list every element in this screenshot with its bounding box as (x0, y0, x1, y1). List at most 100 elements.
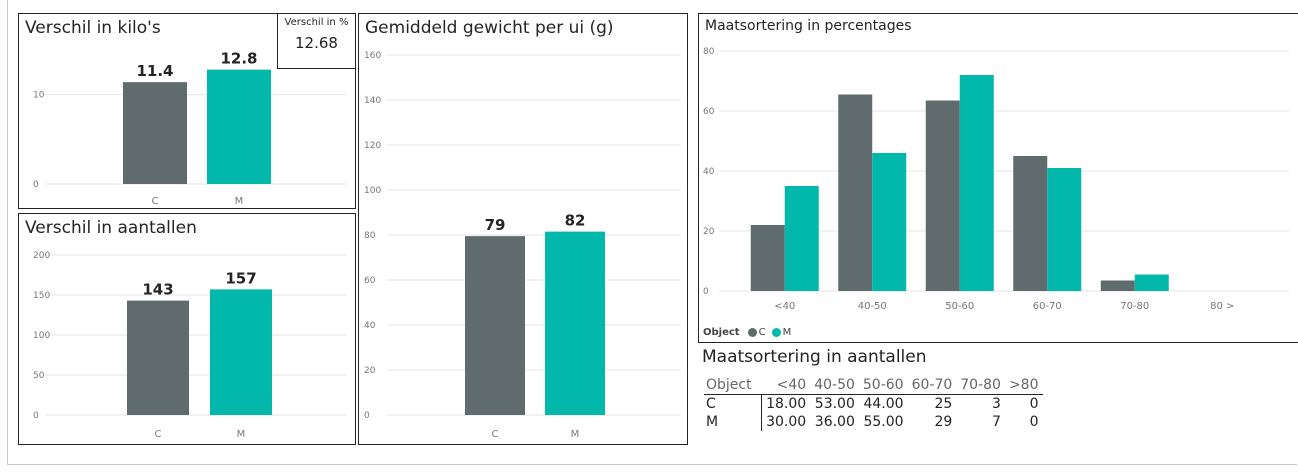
y-tick-label: 40 (364, 321, 376, 331)
table-cell: M (704, 413, 763, 431)
table-header-row: Object <40 40-50 50-60 60-70 70-80 >80 (704, 375, 1043, 395)
data-label: 12.8 (220, 50, 257, 68)
bar-m (1134, 274, 1169, 291)
y-tick-label: 20 (364, 366, 376, 376)
y-tick-label: 100 (33, 331, 50, 341)
table-cell: 44.00 (863, 396, 904, 412)
bar-chart-percentages: 0 20 40 60 80 <40 40-50 50-60 60-70 70-80 80 > (703, 47, 1289, 312)
bar-m (207, 69, 271, 184)
chart-verschil-aantallen[interactable]: Verschil in aantallen 0 50 100 150 200 143 C 15… (18, 213, 356, 445)
page-border (7, 0, 1297, 465)
chart-gemiddeld-gewicht[interactable]: Gemiddeld gewicht per ui (g) 0 20 40 60 80 10… (358, 13, 688, 445)
x-tick-label: M (235, 196, 244, 207)
kpi-label: Verschil in % (284, 17, 349, 28)
kpi-card-verschil-percent[interactable]: Verschil in % 12.68 (277, 13, 356, 69)
data-label: 79 (485, 216, 506, 234)
bar-c (1100, 280, 1135, 291)
legend-dot-m (771, 328, 781, 337)
legend-title: Object (703, 327, 740, 338)
x-tick-label: C (492, 429, 499, 440)
y-tick-label: 80 (364, 231, 376, 241)
x-tick-label: M (237, 429, 246, 440)
table-header[interactable]: 50-60 (858, 375, 908, 395)
table-row[interactable]: C 18.00 53.00 44.00 25 3 0 (704, 394, 1043, 413)
bar-c (123, 82, 187, 184)
bar-c (925, 100, 960, 291)
x-tick-label: C (152, 196, 159, 207)
table-header[interactable]: 60-70 (907, 375, 957, 395)
bar-m (1047, 168, 1082, 291)
bar-chart-aantallen: 0 50 100 150 200 143 C 157 M (33, 251, 347, 440)
chart-maatsortering-percentages[interactable]: Maatsortering in percentages 0 20 40 60 80 <4… (698, 13, 1298, 343)
kpi-value: 12.68 (295, 34, 338, 52)
y-tick-label: 0 (364, 411, 370, 421)
bar-c (1013, 156, 1048, 291)
bar-m (210, 289, 272, 415)
legend-label-c: C (758, 327, 766, 338)
maatsortering-table: Object <40 40-50 50-60 60-70 70-80 >80 C… (704, 375, 1043, 431)
table-cell: 30.00 (766, 414, 807, 430)
y-tick-label: 150 (33, 291, 50, 301)
table-cell: C (704, 394, 763, 413)
bar-c (127, 300, 189, 415)
x-tick-label: <40 (774, 301, 795, 312)
table-row[interactable]: M 30.00 36.00 55.00 29 7 0 (704, 413, 1043, 431)
data-label: 82 (565, 212, 586, 230)
y-tick-label: 100 (364, 186, 381, 196)
y-tick-label: 0 (33, 411, 39, 421)
x-tick-label: 40-50 (858, 301, 887, 312)
y-tick-label: 200 (33, 251, 50, 261)
table-cell: 36.00 (814, 414, 855, 430)
bar-m (872, 153, 907, 291)
y-tick-label: 160 (364, 51, 381, 61)
bar-chart-gewicht: 0 20 40 60 80 100 120 140 160 79 C 82 M (364, 51, 681, 440)
x-tick-label: 60-70 (1033, 301, 1062, 312)
y-tick-label: 0 (703, 287, 709, 297)
data-label: 157 (225, 269, 256, 287)
y-tick-label: 60 (703, 107, 715, 117)
chart-title: Maatsortering in percentages (705, 18, 912, 34)
data-label: 143 (142, 281, 173, 299)
table-header[interactable]: <40 (761, 375, 811, 395)
y-tick-label: 20 (703, 227, 715, 237)
y-tick-label: 60 (364, 276, 376, 286)
x-tick-label: 80 > (1210, 301, 1234, 312)
y-tick-label: 40 (703, 167, 715, 177)
table-cell: 18.00 (766, 396, 807, 412)
y-tick-label: 80 (703, 47, 715, 57)
y-tick-label: 140 (364, 96, 381, 106)
table-header[interactable]: 40-50 (810, 375, 859, 395)
x-tick-label: M (571, 429, 580, 440)
chart-title: Verschil in kilo's (25, 18, 161, 38)
data-label: 11.4 (136, 62, 173, 80)
table-header[interactable]: 70-80 (956, 375, 1005, 395)
table-header[interactable]: >80 (1004, 375, 1043, 395)
table-cell: 25 (934, 396, 953, 412)
x-tick-label: 70-80 (1120, 301, 1149, 312)
legend-item-c[interactable]: C (747, 327, 766, 338)
y-tick-label: 50 (33, 371, 45, 381)
table-header[interactable]: Object (704, 375, 762, 395)
bar-chart-kilos: 0 10 11.4 C 12.8 M (33, 50, 347, 207)
table-cell: 3 (992, 396, 1001, 412)
y-tick-label: 10 (33, 91, 45, 101)
legend-dot-c (747, 328, 757, 337)
x-tick-label: C (155, 429, 162, 440)
bar-c (750, 225, 785, 291)
bar-c (465, 236, 525, 415)
table-cell: 7 (992, 414, 1001, 430)
table-cell: 0 (1029, 414, 1039, 430)
chart-title: Gemiddeld gewicht per ui (g) (365, 18, 614, 38)
bar-m (784, 186, 819, 291)
table-cell: 29 (934, 414, 953, 430)
table-title: Maatsortering in aantallen (702, 347, 927, 367)
chart-verschil-kilos[interactable]: Verschil in kilo's 0 10 11.4 C 12.8 M (18, 13, 356, 209)
chart-title: Verschil in aantallen (25, 218, 197, 238)
table-cell: 0 (1029, 396, 1039, 412)
y-tick-label: 120 (364, 141, 381, 151)
table-cell: 53.00 (814, 396, 855, 412)
x-tick-label: 50-60 (945, 301, 974, 312)
legend-item-m[interactable]: M (771, 327, 792, 338)
legend-label-m: M (782, 327, 792, 338)
table-cell: 55.00 (863, 414, 904, 430)
